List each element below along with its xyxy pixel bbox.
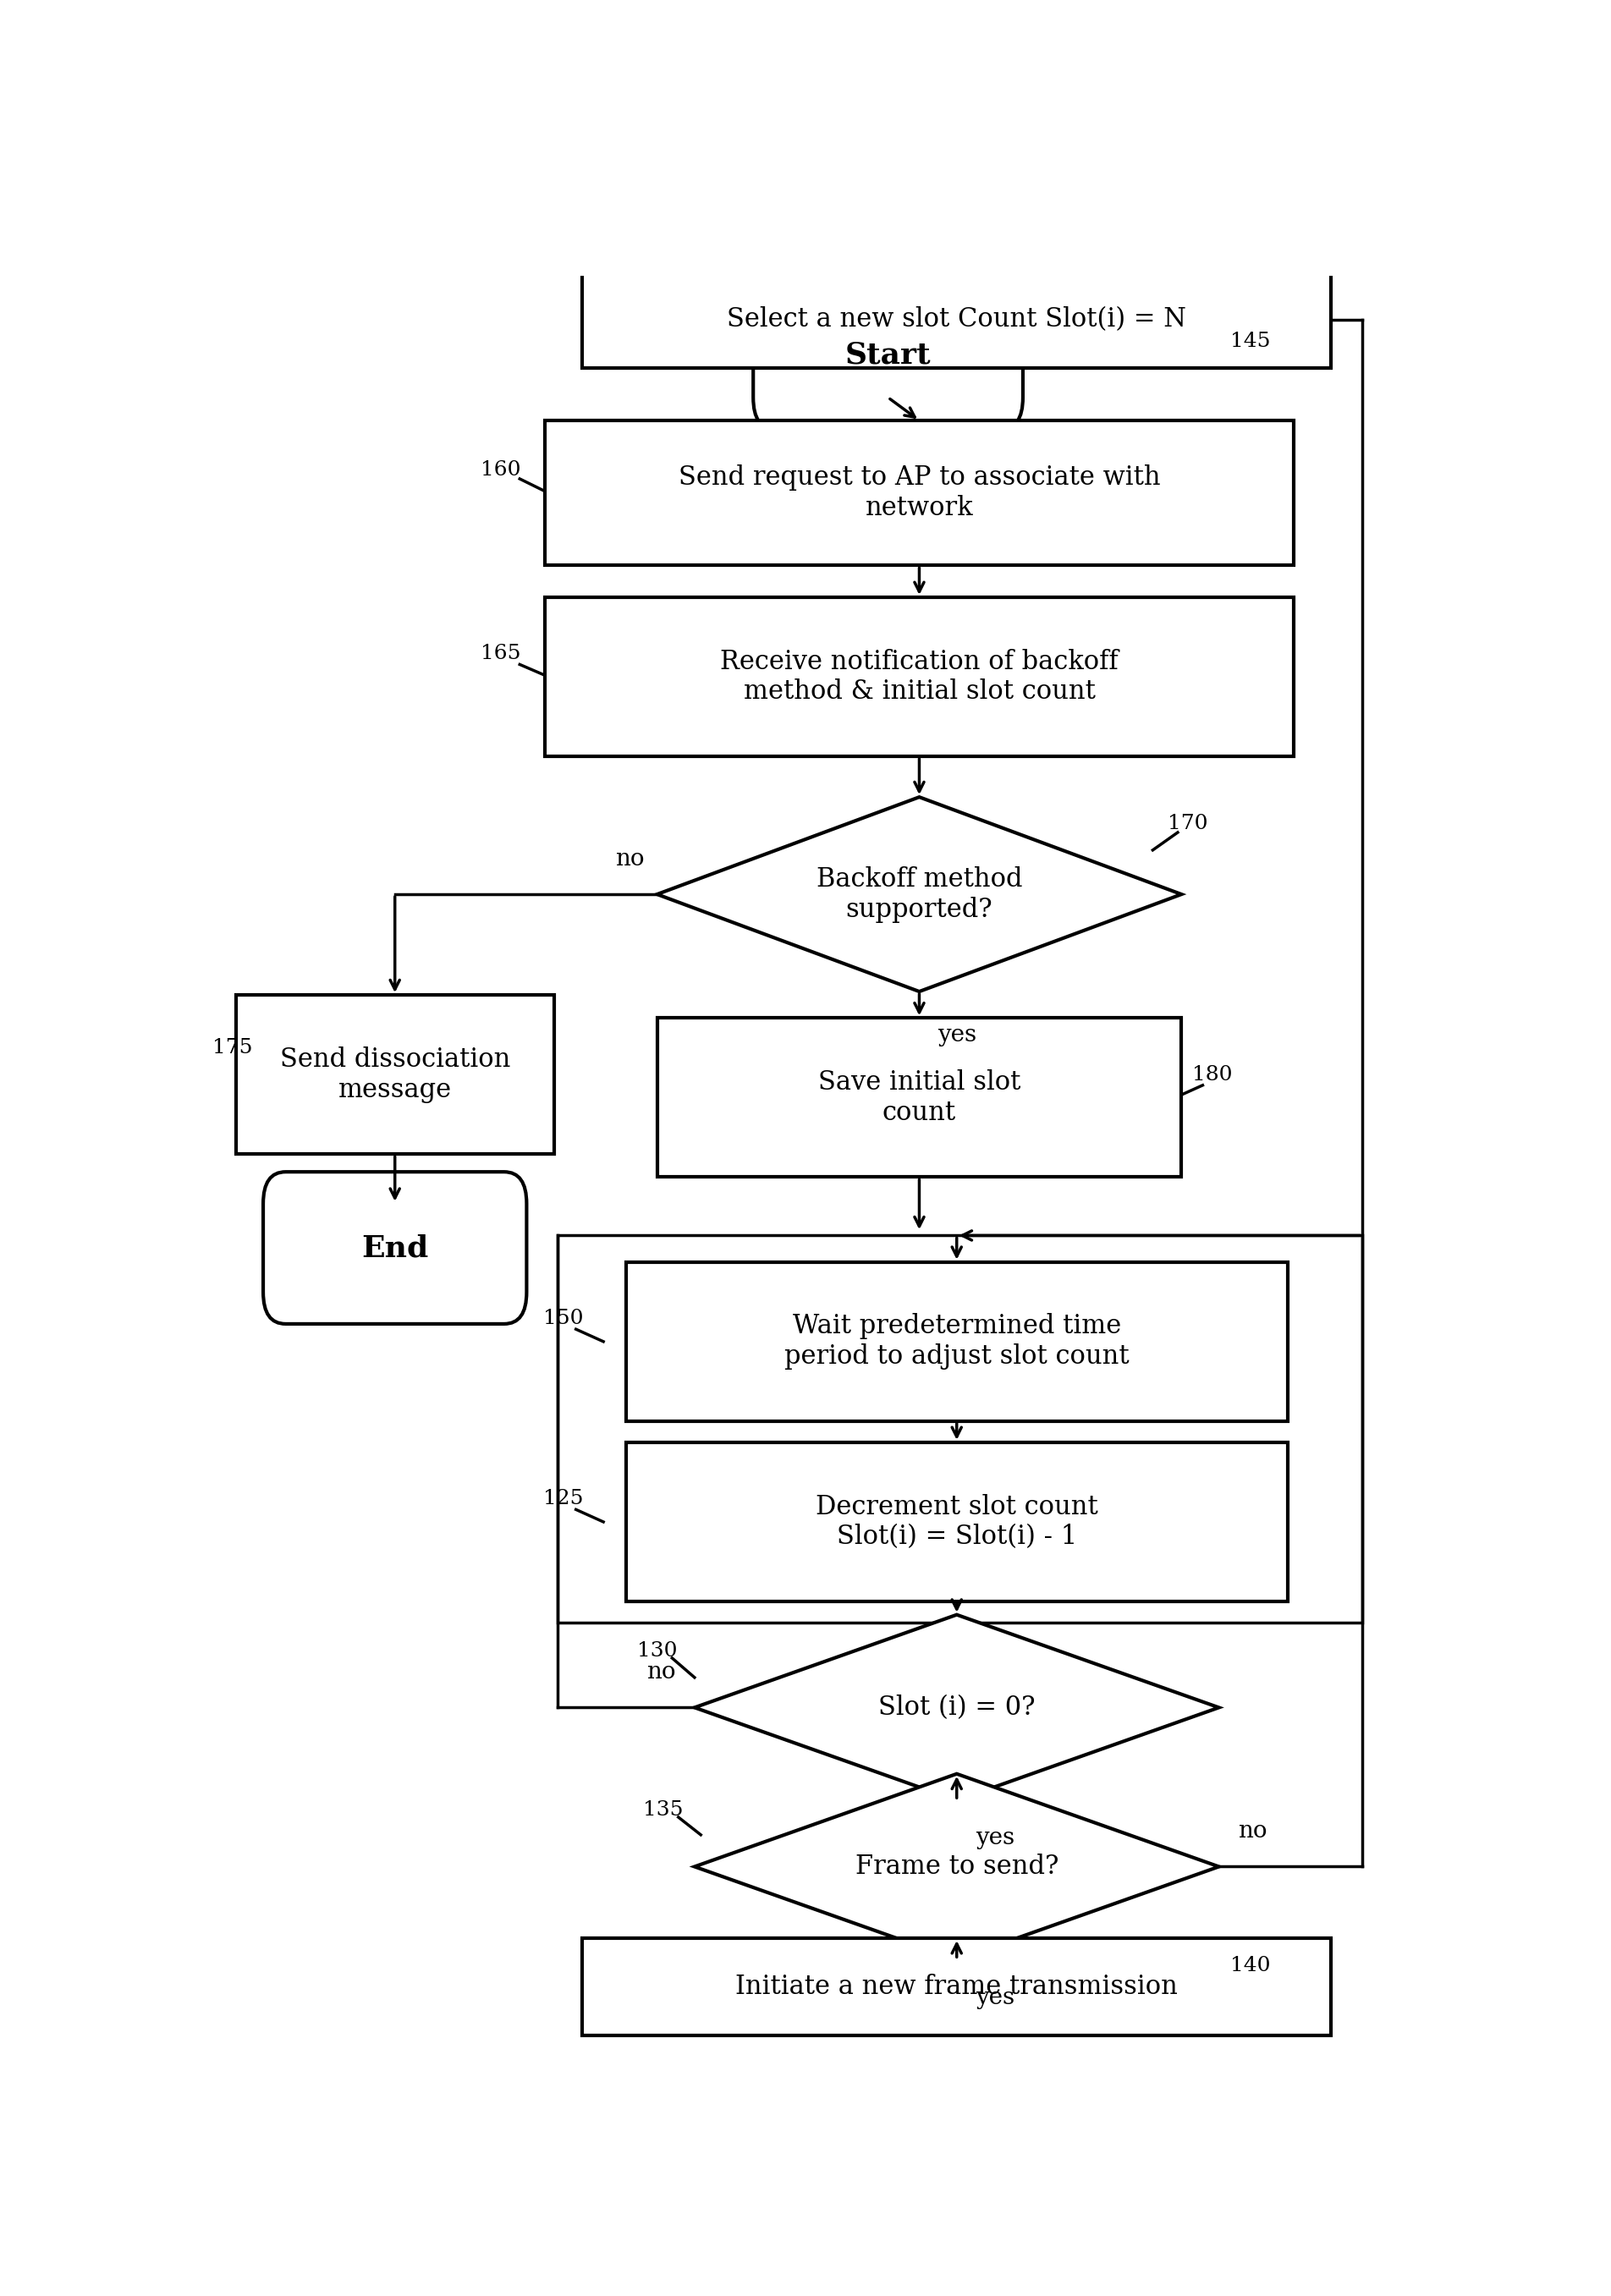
Text: no: no <box>646 1660 677 1683</box>
Text: 150: 150 <box>543 1309 583 1329</box>
Text: Decrement slot count
Slot(i) = Slot(i) - 1: Decrement slot count Slot(i) = Slot(i) -… <box>815 1495 1099 1550</box>
Text: yes: yes <box>976 1986 1015 2009</box>
FancyBboxPatch shape <box>545 597 1294 755</box>
Text: 125: 125 <box>543 1490 583 1508</box>
Text: Receive notification of backoff
method & initial slot count: Receive notification of backoff method &… <box>720 647 1118 705</box>
Text: 145: 145 <box>1231 331 1269 351</box>
Polygon shape <box>657 797 1181 992</box>
Text: Select a new slot Count Slot(i) = N: Select a new slot Count Slot(i) = N <box>727 308 1186 333</box>
Text: 180: 180 <box>1192 1065 1232 1084</box>
FancyBboxPatch shape <box>263 1171 527 1325</box>
Text: 175: 175 <box>213 1038 253 1058</box>
Polygon shape <box>694 1614 1220 1800</box>
Text: 140: 140 <box>1231 1956 1269 1975</box>
Text: no: no <box>615 847 644 870</box>
Text: Frame to send?: Frame to send? <box>855 1853 1058 1880</box>
FancyBboxPatch shape <box>754 280 1023 429</box>
Text: Save initial slot
count: Save initial slot count <box>818 1070 1020 1125</box>
FancyBboxPatch shape <box>657 1017 1181 1178</box>
Text: yes: yes <box>976 1828 1015 1851</box>
Text: Start: Start <box>846 340 931 370</box>
Text: 160: 160 <box>482 459 520 480</box>
Polygon shape <box>694 1775 1220 1958</box>
Text: 170: 170 <box>1168 813 1208 833</box>
FancyBboxPatch shape <box>545 420 1294 565</box>
FancyBboxPatch shape <box>582 1938 1331 2037</box>
Text: Slot (i) = 0?: Slot (i) = 0? <box>878 1694 1036 1720</box>
Text: Initiate a new frame transmission: Initiate a new frame transmission <box>736 1975 1178 2000</box>
FancyBboxPatch shape <box>625 1442 1287 1603</box>
Text: End: End <box>361 1233 429 1263</box>
Text: yes: yes <box>938 1024 976 1047</box>
FancyBboxPatch shape <box>625 1263 1287 1421</box>
Text: 165: 165 <box>482 645 520 664</box>
Text: 130: 130 <box>636 1642 677 1660</box>
FancyBboxPatch shape <box>582 271 1331 367</box>
Text: Send dissociation
message: Send dissociation message <box>280 1047 511 1102</box>
Text: Wait predetermined time
period to adjust slot count: Wait predetermined time period to adjust… <box>785 1313 1129 1371</box>
FancyBboxPatch shape <box>235 994 554 1155</box>
Text: Backoff method
supported?: Backoff method supported? <box>817 866 1023 923</box>
Text: 135: 135 <box>643 1800 683 1821</box>
Text: no: no <box>1237 1821 1266 1844</box>
Text: Send request to AP to associate with
network: Send request to AP to associate with net… <box>678 464 1160 521</box>
